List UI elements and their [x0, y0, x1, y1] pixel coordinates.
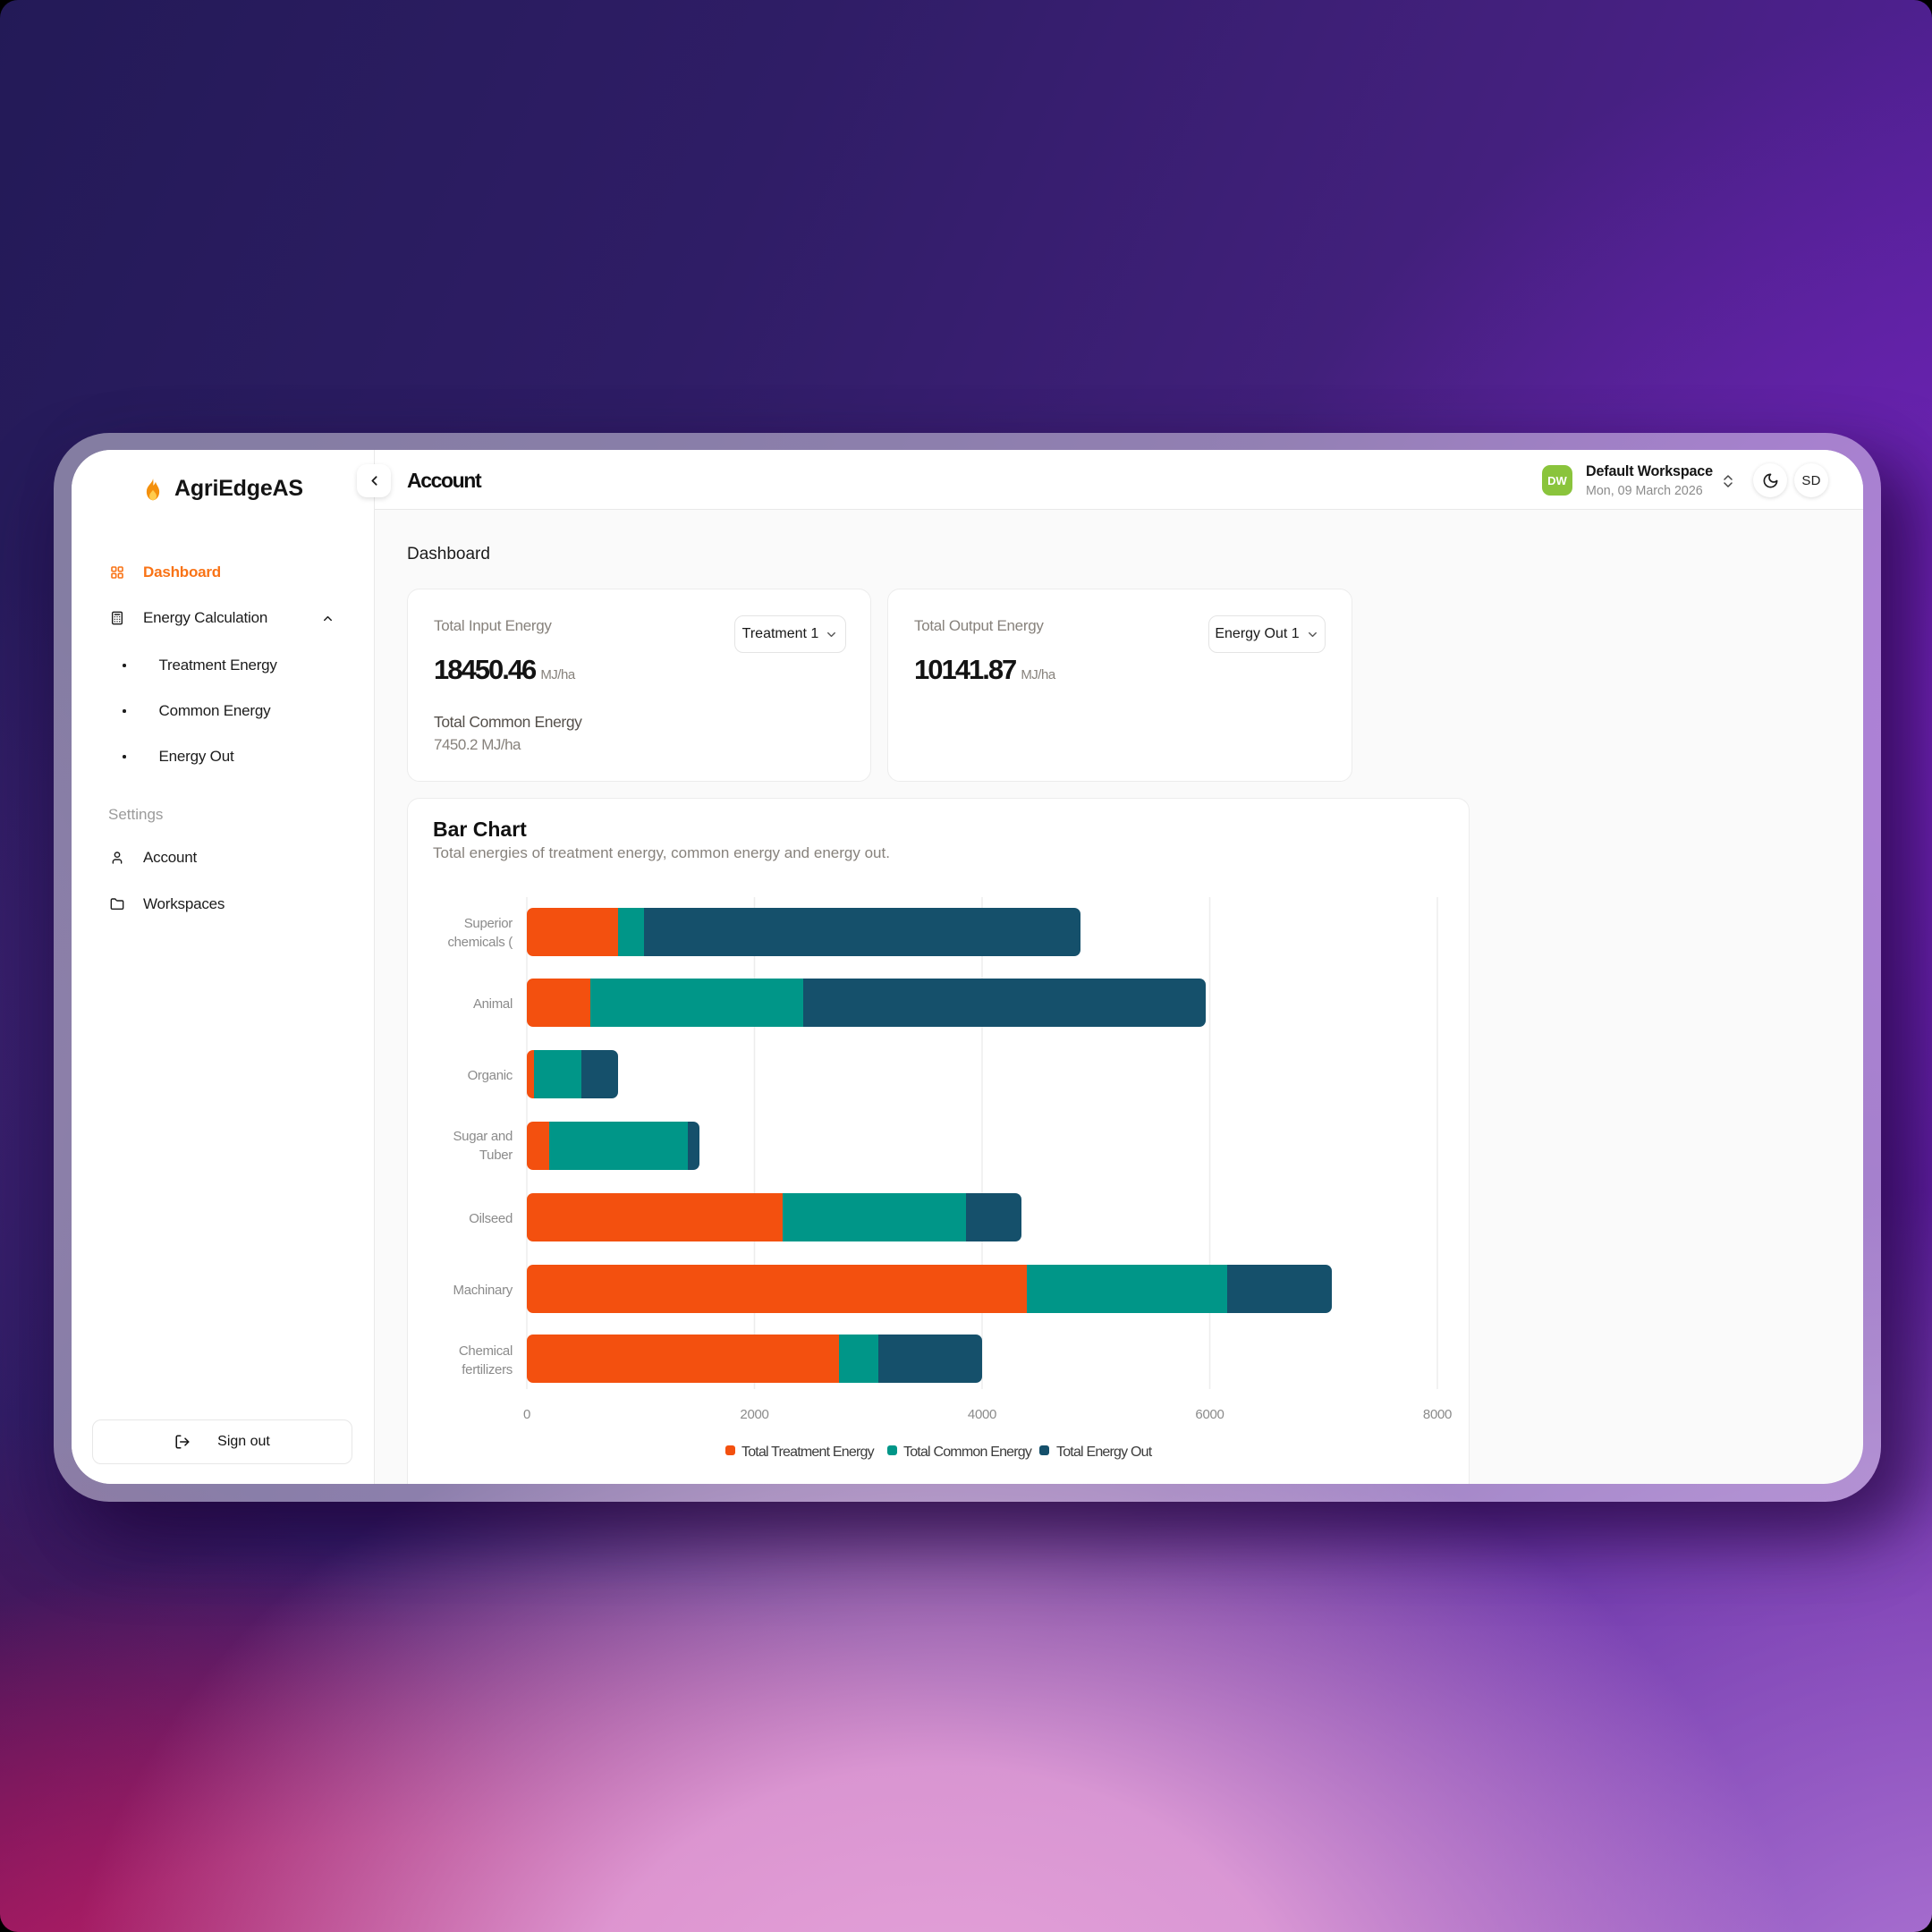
svg-text:fertilizers: fertilizers: [462, 1362, 513, 1377]
svg-text:6000: 6000: [1195, 1407, 1224, 1422]
svg-text:Total Common Energy: Total Common Energy: [903, 1445, 1032, 1460]
svg-text:Machinary: Machinary: [453, 1283, 513, 1298]
svg-text:8000: 8000: [1423, 1407, 1452, 1422]
svg-text:Oilseed: Oilseed: [469, 1211, 513, 1226]
svg-text:2000: 2000: [740, 1407, 768, 1422]
svg-text:Tuber: Tuber: [479, 1148, 513, 1163]
svg-text:4000: 4000: [968, 1407, 996, 1422]
svg-text:Superior: Superior: [464, 916, 513, 931]
svg-text:Sugar and: Sugar and: [453, 1129, 513, 1144]
svg-text:Chemical: Chemical: [459, 1343, 513, 1359]
svg-text:Animal: Animal: [473, 996, 513, 1012]
svg-text:Total Treatment Energy: Total Treatment Energy: [741, 1445, 875, 1460]
svg-text:Organic: Organic: [468, 1068, 513, 1083]
svg-text:Total Energy Out: Total Energy Out: [1056, 1445, 1153, 1460]
svg-text:chemicals (: chemicals (: [447, 935, 513, 950]
svg-text:0: 0: [523, 1407, 530, 1422]
